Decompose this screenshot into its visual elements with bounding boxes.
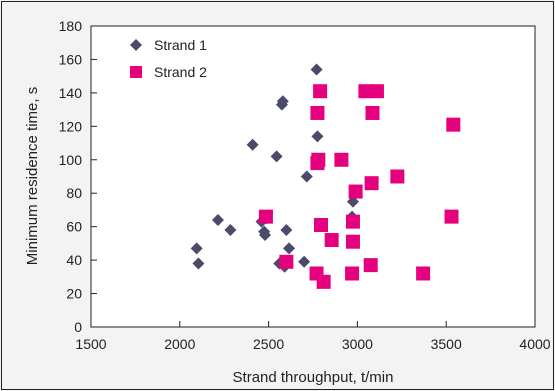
strand-1-point — [276, 95, 289, 108]
strand-2-point — [364, 176, 379, 191]
y-tick-label: 80 — [66, 185, 82, 201]
strand-2-point — [345, 234, 360, 249]
y-tick-label: 120 — [59, 118, 83, 134]
strand-1-point — [280, 224, 293, 237]
data-points — [190, 63, 461, 289]
x-tick-label: 2500 — [253, 336, 284, 352]
x-tick-label: 3000 — [342, 336, 373, 352]
strand-2-point — [310, 105, 325, 120]
legend-label-strand-1: Strand 1 — [154, 37, 207, 53]
legend-label-strand-2: Strand 2 — [154, 64, 207, 80]
strand-1-point — [310, 63, 323, 76]
y-tick-label: 140 — [59, 85, 83, 101]
legend: Strand 1 Strand 2 — [130, 37, 207, 80]
y-tick-label: 60 — [66, 219, 82, 235]
strand-2-point — [345, 214, 360, 229]
strand-1-point — [211, 213, 224, 226]
y-tick-label: 100 — [59, 152, 83, 168]
x-axis-ticks: 1500 2000 2500 3000 3500 4000 — [75, 321, 551, 352]
legend-marker-strand-1 — [130, 39, 142, 51]
strand-2-point — [313, 217, 328, 232]
strand-2-point — [258, 209, 273, 224]
strand-2-point — [345, 266, 360, 281]
strand-1-point — [190, 242, 203, 255]
x-tick-label: 4000 — [519, 336, 550, 352]
strand-2-point — [365, 105, 380, 120]
strand-2-point — [316, 274, 331, 289]
strand-2-point — [363, 258, 378, 273]
legend-marker-strand-2 — [130, 66, 142, 78]
strand-2-point — [446, 117, 461, 132]
y-tick-label: 160 — [59, 51, 83, 67]
y-tick-label: 180 — [59, 18, 83, 34]
x-tick-label: 3500 — [431, 336, 462, 352]
strand-1-point — [300, 170, 313, 183]
x-tick-label: 2000 — [164, 336, 195, 352]
y-axis-title: Minimum residence time, s — [24, 87, 41, 265]
strand-1-point — [246, 138, 259, 151]
y-axis-ticks: 0 20 40 60 80 100 120 140 160 180 — [59, 18, 97, 335]
strand-2-point — [390, 169, 405, 184]
x-tick-label: 1500 — [75, 336, 106, 352]
strand-1-point — [346, 195, 359, 208]
strand-1-point — [270, 150, 283, 163]
strand-2-point — [444, 209, 459, 224]
strand-2-point — [358, 84, 373, 99]
strand-2-point — [311, 152, 326, 167]
x-axis-title: Strand throughput, t/min — [233, 369, 394, 386]
y-tick-label: 20 — [66, 286, 82, 302]
strand-2-point — [348, 184, 363, 199]
strand-2-point — [416, 266, 431, 281]
strand-1-point — [224, 224, 237, 237]
strand-2-point — [369, 84, 384, 99]
strand-2-point — [334, 152, 349, 167]
strand-2-point — [279, 254, 294, 269]
strand-1-point — [192, 257, 205, 270]
strand-1-point — [259, 229, 272, 242]
strand-1-point — [283, 242, 296, 255]
strand-2-point — [324, 233, 339, 248]
strand-1-point — [311, 130, 324, 143]
strand-2-point — [313, 84, 328, 99]
y-tick-label: 40 — [66, 252, 82, 268]
y-tick-label: 0 — [74, 319, 82, 335]
strand-1-point — [298, 255, 311, 268]
